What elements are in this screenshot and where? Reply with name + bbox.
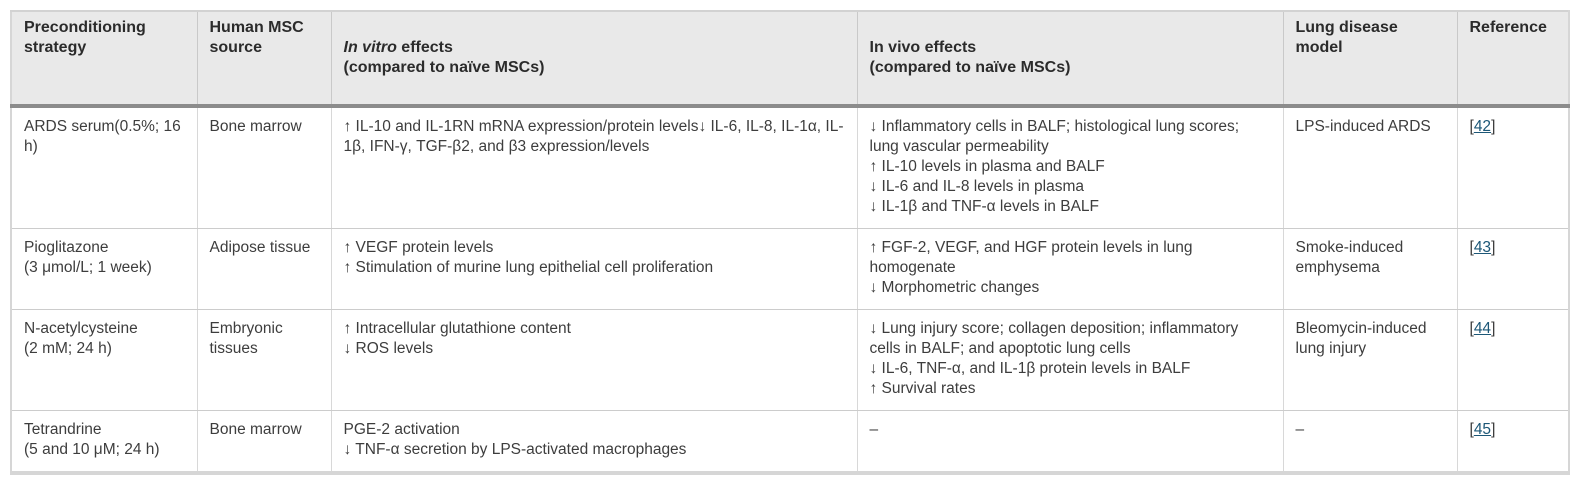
cell-in-vitro-effects: ↑ IL-10 and IL-1RN mRNA expression/prote… <box>331 106 858 229</box>
cell-in-vivo-effects: – <box>857 410 1284 473</box>
col-header-in-vivo-effects: In vivo effects (compared to naïve MSCs) <box>857 11 1284 108</box>
table-body: ARDS serum(0.5%; 16 h) Bone marrow ↑ IL-… <box>11 106 1569 473</box>
ref-bracket-close: ] <box>1491 421 1496 438</box>
in-vitro-header-main: In vitro effects <box>344 39 453 56</box>
cell-msc-source: Adipose tissue <box>197 228 332 310</box>
cell-msc-source: Embryonic tissues <box>197 309 332 411</box>
cell-msc-source: Bone marrow <box>197 106 332 229</box>
msc-preconditioning-table: Preconditioning strategy Human MSC sourc… <box>10 10 1570 475</box>
cell-strategy: ARDS serum(0.5%; 16 h) <box>11 106 198 229</box>
ref-bracket-close: ] <box>1491 239 1496 256</box>
cell-reference: [45] <box>1457 411 1569 474</box>
cell-in-vitro-effects: ↑ Intracellular glutathione content ↓ RO… <box>331 309 858 411</box>
cell-lung-disease-model: LPS-induced ARDS <box>1283 106 1458 229</box>
ref-bracket-close: ] <box>1491 320 1496 337</box>
cell-in-vivo-effects: ↓ Lung injury score; collagen deposition… <box>857 309 1284 411</box>
cell-in-vitro-effects: ↑ VEGF protein levels ↑ Stimulation of m… <box>331 228 858 310</box>
reference-link-43[interactable]: 43 <box>1473 239 1492 256</box>
ref-bracket-close: ] <box>1491 118 1496 135</box>
in-vitro-rest-label: effects <box>396 39 453 56</box>
cell-strategy: Tetrandrine (5 and 10 μM; 24 h) <box>11 410 198 473</box>
col-header-human-msc-source: Human MSC source <box>197 11 332 108</box>
cell-msc-source: Bone marrow <box>197 410 332 473</box>
header-row: Preconditioning strategy Human MSC sourc… <box>11 11 1569 108</box>
reference-link-44[interactable]: 44 <box>1473 320 1492 337</box>
cell-in-vivo-effects: ↓ Inflammatory cells in BALF; histologic… <box>857 106 1284 229</box>
in-vivo-header-sub: (compared to naïve MSCs) <box>869 59 1071 76</box>
in-vitro-italic-label: In vitro <box>343 39 397 56</box>
table-row-tetrandrine: Tetrandrine (5 and 10 μM; 24 h) Bone mar… <box>11 410 1569 474</box>
ref-bracket-open: [ <box>1469 118 1474 135</box>
in-vitro-header-sub: (compared to naïve MSCs) <box>343 59 545 76</box>
cell-reference: [43] <box>1457 228 1569 310</box>
table-row-ards-serum: ARDS serum(0.5%; 16 h) Bone marrow ↑ IL-… <box>11 106 1569 229</box>
ref-bracket-open: [ <box>1469 239 1474 256</box>
cell-reference: [42] <box>1457 106 1569 229</box>
cell-lung-disease-model: Smoke-induced emphysema <box>1283 228 1458 310</box>
col-header-preconditioning-strategy: Preconditioning strategy <box>11 11 198 108</box>
table-row-pioglitazone: Pioglitazone (3 μmol/L; 1 week) Adipose … <box>11 228 1569 310</box>
reference-link-45[interactable]: 45 <box>1473 421 1492 438</box>
ref-bracket-open: [ <box>1469 320 1474 337</box>
cell-reference: [44] <box>1457 309 1569 411</box>
col-header-lung-disease-model: Lung disease model <box>1283 11 1458 108</box>
cell-strategy: N-acetylcysteine (2 mM; 24 h) <box>11 309 198 411</box>
col-header-reference: Reference <box>1457 11 1569 108</box>
reference-link-42[interactable]: 42 <box>1473 118 1492 135</box>
cell-strategy: Pioglitazone (3 μmol/L; 1 week) <box>11 228 198 310</box>
cell-in-vitro-effects: PGE-2 activation ↓ TNF-α secretion by LP… <box>331 410 858 473</box>
cell-lung-disease-model: Bleomycin-induced lung injury <box>1283 309 1458 411</box>
table-row-n-acetylcysteine: N-acetylcysteine (2 mM; 24 h) Embryonic … <box>11 309 1569 411</box>
col-header-in-vitro-effects: In vitro effects (compared to naïve MSCs… <box>331 11 858 108</box>
table-header: Preconditioning strategy Human MSC sourc… <box>11 11 1569 108</box>
cell-lung-disease-model: – <box>1283 410 1458 473</box>
cell-in-vivo-effects: ↑ FGF-2, VEGF, and HGF protein levels in… <box>857 228 1284 310</box>
in-vivo-header-main: In vivo effects <box>869 39 977 56</box>
ref-bracket-open: [ <box>1469 421 1474 438</box>
